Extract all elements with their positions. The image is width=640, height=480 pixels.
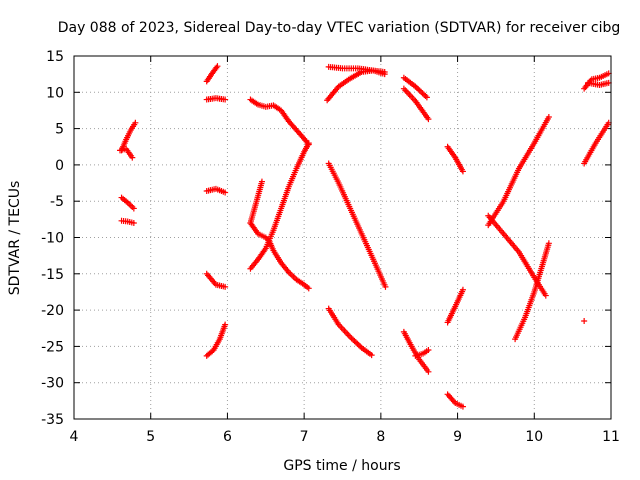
data-point: [214, 63, 221, 70]
y-tick-label: 5: [55, 122, 64, 138]
data-point: [419, 90, 426, 97]
x-axis-title: GPS time / hours: [283, 458, 400, 474]
data-point: [425, 347, 432, 354]
data-point: [130, 205, 137, 212]
y-tick-label: 15: [46, 49, 64, 65]
grid: [74, 56, 611, 419]
data-point: [258, 178, 265, 185]
data-point: [425, 368, 432, 375]
data-point: [350, 336, 357, 343]
x-tick-label: 9: [453, 429, 462, 445]
data-point: [545, 240, 552, 247]
plot-frame: [73, 55, 612, 420]
y-tick-label: 10: [46, 85, 64, 101]
data-point: [542, 292, 549, 299]
data-point: [581, 317, 588, 324]
y-tick-label: 0: [55, 158, 64, 174]
chart-title: Day 088 of 2023, Sidereal Day-to-day VTE…: [58, 20, 621, 36]
y-tick-labels: -35 -30 -25 -20 -15 -10 -5 0 5 10 15: [41, 49, 64, 428]
x-tick-labels: 4 5 6 7 8 9 10 11: [70, 429, 620, 445]
data-point: [354, 340, 361, 347]
data-point: [129, 154, 136, 161]
x-tick-label: 10: [525, 429, 543, 445]
data-point: [355, 342, 362, 349]
data-point: [352, 339, 359, 346]
data-point: [545, 113, 552, 120]
data-point: [416, 87, 423, 94]
x-tick-label: 7: [300, 429, 309, 445]
data-point: [425, 116, 432, 123]
data-point: [415, 86, 422, 93]
data-point: [418, 88, 425, 95]
data-point: [381, 71, 388, 78]
data-points: [117, 63, 612, 410]
x-tick-label: 11: [602, 429, 620, 445]
data-point: [459, 403, 466, 410]
data-point: [459, 168, 466, 175]
data-point: [305, 285, 312, 292]
data-point: [351, 338, 358, 345]
data-point: [222, 283, 229, 290]
y-tick-label: -15: [41, 267, 64, 283]
y-tick-label: -5: [50, 194, 64, 210]
y-tick-label: -30: [41, 376, 64, 392]
data-point: [132, 119, 139, 126]
y-tick-label: -10: [41, 231, 64, 247]
y-axis-title: SDTVAR / TECUs: [7, 181, 23, 296]
data-point: [222, 189, 229, 196]
y-tick-label: -20: [41, 303, 64, 319]
data-point: [422, 93, 429, 100]
data-point: [348, 335, 355, 342]
y-tick-label: -35: [41, 412, 64, 428]
x-tick-label: 5: [146, 429, 155, 445]
data-point: [459, 286, 466, 293]
data-point: [305, 140, 312, 147]
x-tick-label: 8: [376, 429, 385, 445]
data-point: [130, 219, 137, 226]
y-tick-label: -25: [41, 339, 64, 355]
x-tick-label: 6: [223, 429, 232, 445]
data-point: [423, 94, 430, 101]
data-point: [382, 283, 389, 290]
data-point: [368, 352, 375, 359]
data-point: [222, 96, 229, 103]
data-point: [222, 321, 229, 328]
x-tick-label: 4: [70, 429, 79, 445]
